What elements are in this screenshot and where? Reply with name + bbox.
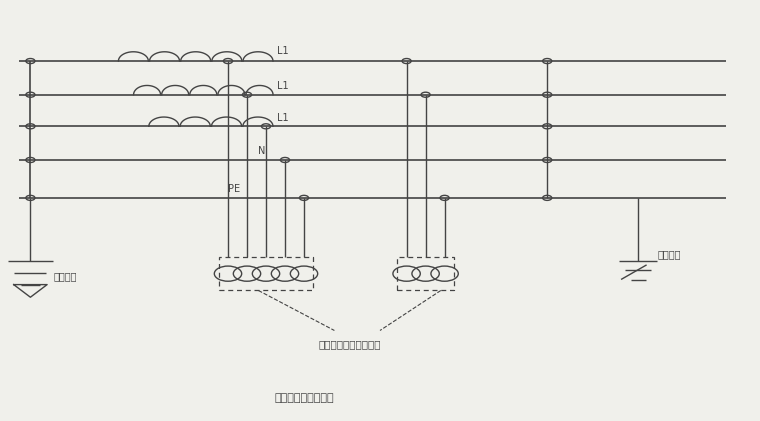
Text: N: N (258, 146, 266, 156)
Text: L1: L1 (277, 113, 289, 123)
Bar (397, 257, 454, 290)
Text: 重复接地: 重复接地 (657, 249, 681, 259)
Text: L1: L1 (277, 80, 289, 91)
Text: 工作接地: 工作接地 (53, 271, 77, 281)
Text: L1: L1 (277, 46, 289, 56)
Text: 临时用电线路的型式: 临时用电线路的型式 (274, 393, 334, 403)
Text: PE: PE (228, 184, 240, 194)
Text: 电器设备外露导电部分: 电器设备外露导电部分 (318, 339, 381, 349)
Bar (219, 257, 313, 290)
